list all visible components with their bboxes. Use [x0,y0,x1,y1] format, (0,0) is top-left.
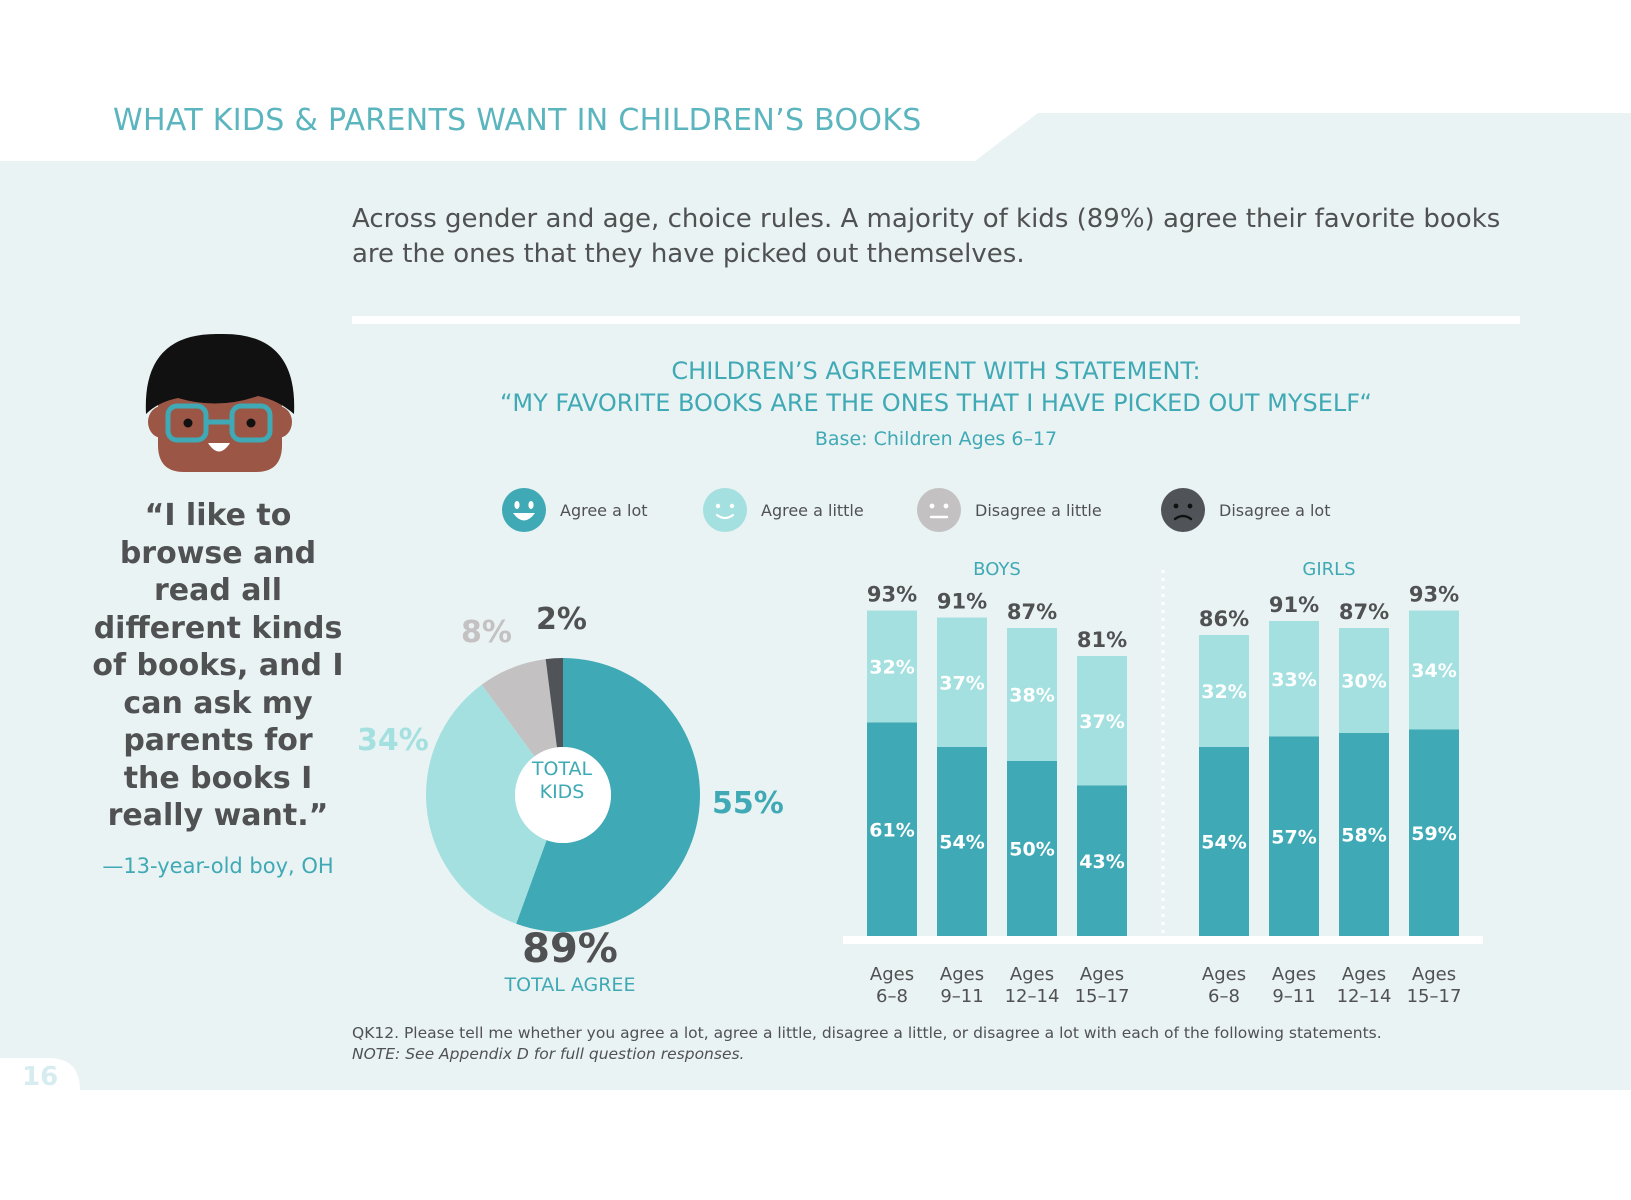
bar-girls-agree-a-little [1339,628,1389,733]
bar-value-agree-a-little: 34% [1411,660,1456,682]
bar-boys-agree-a-lot [1077,785,1127,936]
intro-text: Across gender and age, choice rules. A m… [352,204,1501,269]
category-label-line2: 6–8 [1208,986,1240,1007]
category-label-line1: Ages [870,964,914,985]
bar-value-agree-a-lot: 50% [1009,839,1054,861]
category-label-line1: Ages [1202,964,1246,985]
category-label-line1: Ages [1010,964,1054,985]
chart-title: CHILDREN’S AGREEMENT WITH STATEMENT: “MY… [352,355,1520,419]
bar-girls-agree-a-lot [1339,733,1389,936]
legend-label-agree-a-lot: Agree a lot [560,501,648,520]
bar-girls-agree-a-little [1269,621,1319,737]
bar-boys-agree-a-lot [1007,761,1057,936]
neutral-face-icon [917,488,961,532]
donut-center-label-line1: TOTAL [531,758,593,780]
bar-girls-agree-a-little [1199,635,1249,747]
bar-total-label: 87% [1007,600,1057,624]
bar-boys-agree-a-lot [867,722,917,936]
bar-boys-agree-a-little [937,617,987,747]
legend-label-agree-a-little: Agree a little [761,501,864,520]
bar-value-agree-a-lot: 58% [1341,825,1386,847]
bar-value-agree-a-little: 33% [1271,669,1316,691]
bar-boys-agree-a-little [1007,628,1057,761]
bar-value-agree-a-little: 38% [1009,685,1054,707]
group-label-girls: GIRLS [1302,559,1355,580]
bar-total-label: 86% [1199,607,1249,631]
section-divider [352,316,1520,324]
total-agree-value: 89% [522,926,618,972]
bar-girls-agree-a-lot [1269,736,1319,936]
bar-value-agree-a-little: 30% [1341,671,1386,693]
pie-slice-disagree-a-lot [545,658,563,748]
category-label-line2: 6–8 [876,986,908,1007]
category-label-line1: Ages [940,964,984,985]
bar-value-agree-a-lot: 43% [1079,851,1124,873]
donut-chart [426,658,700,932]
bar-value-agree-a-lot: 54% [939,832,984,854]
group-label-boys: BOYS [973,559,1021,580]
chart-title-line2: “MY FAVORITE BOOKS ARE THE ONES THAT I H… [499,389,1372,417]
category-label-line1: Ages [1272,964,1316,985]
bar-boys-agree-a-little [1077,656,1127,786]
bar-value-agree-a-lot: 57% [1271,826,1316,848]
bar-total-label: 87% [1339,600,1389,624]
legend-label-disagree-a-lot: Disagree a lot [1219,501,1331,520]
bar-value-agree-a-little: 32% [869,657,914,679]
category-label-line1: Ages [1080,964,1124,985]
bar-boys-agree-a-lot [937,747,987,936]
slice-label-agree-a-little: 34% [357,723,429,758]
category-label-line2: 12–14 [1005,986,1060,1007]
bar-value-agree-a-little: 32% [1201,681,1246,703]
total-agree-label: TOTAL AGREE [504,974,636,996]
bar-value-agree-a-lot: 59% [1411,823,1456,845]
bar-girls-agree-a-lot [1199,747,1249,936]
page-number: 16 [22,1062,59,1092]
chart-title-line1: CHILDREN’S AGREEMENT WITH STATEMENT: [671,357,1201,385]
category-label-line2: 9–11 [1272,986,1315,1007]
category-label-line2: 15–17 [1075,986,1130,1007]
bar-total-label: 93% [867,583,917,607]
smile-face-icon [703,488,747,532]
pie-slice-agree-a-little [426,684,547,924]
pie-slice-disagree-a-little [481,659,557,757]
bar-value-agree-a-little: 37% [939,672,984,694]
donut-center-label-line2: KIDS [539,781,585,803]
footnote-note: NOTE: See Appendix D for full question r… [352,1045,745,1063]
bar-girls-agree-a-little [1409,610,1459,730]
bar-total-label: 81% [1077,628,1127,652]
slice-label-disagree-a-little: 8% [461,615,512,650]
slice-label-disagree-a-lot: 2% [536,602,587,637]
chart-base-note: Base: Children Ages 6–17 [814,428,1058,450]
category-label-line1: Ages [1342,964,1386,985]
bar-total-label: 93% [1409,583,1459,607]
quote-text: “I like to browse and read all different… [92,498,344,833]
category-label-line2: 12–14 [1337,986,1392,1007]
bar-value-agree-a-little: 37% [1079,711,1124,733]
footnote-question: QK12. Please tell me whether you agree a… [352,1024,1382,1042]
bar-value-agree-a-lot: 61% [869,819,914,841]
bar-value-agree-a-lot: 54% [1201,832,1246,854]
donut-center-label: TOTAL KIDS [512,758,612,804]
slice-label-agree-a-lot: 55% [712,786,784,821]
category-label-line1: Ages [1412,964,1456,985]
happy-face-icon [502,488,546,532]
quote-attribution: —13-year-old boy, OH [102,854,334,878]
pie-slice-agree-a-lot [516,658,700,932]
boy-avatar-illustration [145,333,295,472]
bar-total-label: 91% [1269,593,1319,617]
category-label-line2: 15–17 [1407,986,1462,1007]
donut-hole [515,747,611,843]
bar-girls-agree-a-lot [1409,729,1459,936]
stacked-bar-chart: BOYS61%32%93%Ages6–854%37%91%Ages9–1150%… [843,559,1483,1007]
category-label-line2: 9–11 [940,986,983,1007]
sad-face-icon [1161,488,1205,532]
page-header-title: WHAT KIDS & PARENTS WANT IN CHILDREN’S B… [113,103,922,138]
bar-total-label: 91% [937,590,987,614]
legend-label-disagree-a-little: Disagree a little [975,501,1102,520]
bar-boys-agree-a-little [867,610,917,723]
